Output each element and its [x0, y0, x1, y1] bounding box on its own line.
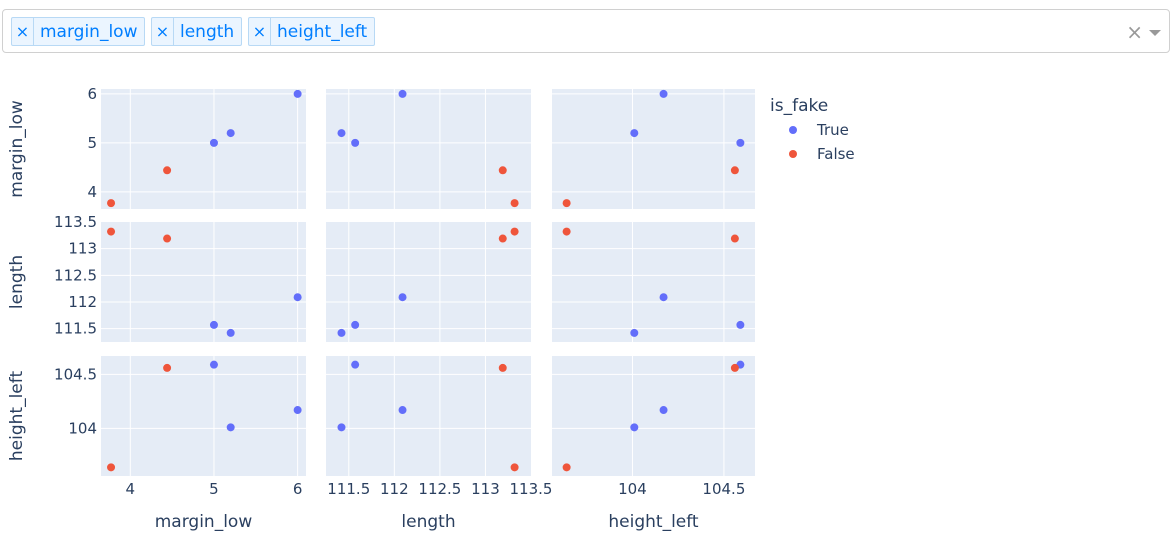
- y-tick-label: 6: [87, 85, 97, 103]
- data-point-true: [209, 360, 218, 369]
- data-point-true: [293, 89, 302, 98]
- data-point-true: [226, 129, 235, 138]
- y-tick-label: 113: [68, 240, 97, 258]
- data-point-false: [510, 463, 519, 472]
- legend-title: is_fake: [770, 96, 828, 116]
- data-point-false: [498, 234, 507, 243]
- data-point-true: [398, 406, 407, 415]
- legend-marker-false: [789, 150, 797, 158]
- data-point-true: [659, 406, 668, 415]
- data-point-false: [107, 199, 116, 208]
- y-axis-title: length: [7, 255, 27, 309]
- x-axis-title: length: [401, 512, 455, 532]
- data-point-true: [209, 138, 218, 147]
- tag-label: margin_low: [40, 21, 138, 42]
- x-axis-title: height_left: [608, 512, 699, 532]
- tag-remove-height-left-icon[interactable]: ×: [249, 18, 271, 45]
- x-axis-title: margin_low: [155, 512, 253, 532]
- data-point-false: [510, 199, 519, 208]
- data-point-false: [562, 199, 571, 208]
- data-point-true: [351, 138, 360, 147]
- y-tick-label: 112.5: [54, 266, 97, 284]
- data-point-true: [293, 293, 302, 302]
- tag-label: height_left: [277, 21, 368, 42]
- data-point-true: [226, 423, 235, 432]
- y-axis-title: margin_low: [7, 100, 27, 198]
- y-axis-title: height_left: [7, 371, 27, 462]
- data-point-true: [630, 129, 639, 138]
- data-point-true: [351, 360, 360, 369]
- data-point-false: [498, 363, 507, 372]
- data-point-false: [163, 363, 172, 372]
- data-point-true: [398, 89, 407, 98]
- legend-entry-true: True: [816, 121, 849, 139]
- data-point-true: [630, 328, 639, 337]
- data-point-false: [730, 234, 739, 243]
- data-point-false: [107, 227, 116, 236]
- tag-height-left: × height_left: [248, 17, 376, 46]
- x-tick-label: 113.5: [510, 480, 553, 498]
- chevron-down-icon[interactable]: [1149, 30, 1161, 36]
- x-tick-label: 4: [126, 480, 136, 498]
- panel-margin_low-vs-margin_low: [101, 89, 306, 209]
- x-tick-label: 113: [471, 480, 500, 498]
- data-point-false: [107, 463, 116, 472]
- clear-all-icon[interactable]: ×: [1126, 20, 1143, 44]
- data-point-true: [630, 423, 639, 432]
- panel-margin_low-vs-height_left: [552, 89, 755, 209]
- panel-margin_low-vs-length: [326, 89, 531, 209]
- data-point-true: [659, 89, 668, 98]
- data-point-false: [730, 363, 739, 372]
- panel-length-vs-height_left: [552, 222, 755, 342]
- data-point-true: [337, 129, 346, 138]
- tag-remove-margin-low-icon[interactable]: ×: [12, 18, 34, 45]
- data-point-true: [293, 406, 302, 415]
- tag-margin-low: × margin_low: [11, 17, 146, 46]
- data-point-true: [337, 423, 346, 432]
- panel-length-vs-length: [326, 222, 531, 342]
- x-tick-label: 111.5: [327, 480, 370, 498]
- panel-height_left-vs-height_left: [552, 356, 755, 476]
- x-tick-label: 5: [209, 480, 219, 498]
- data-point-true: [398, 293, 407, 302]
- data-point-false: [562, 227, 571, 236]
- y-tick-label: 5: [87, 134, 97, 152]
- data-point-false: [730, 166, 739, 175]
- data-point-true: [351, 320, 360, 329]
- panel-height_left-vs-length: [326, 356, 531, 476]
- tag-remove-length-icon[interactable]: ×: [152, 18, 174, 45]
- data-point-true: [736, 320, 745, 329]
- data-point-true: [209, 320, 218, 329]
- y-tick-label: 104: [68, 419, 97, 437]
- x-tick-label: 112.5: [418, 480, 461, 498]
- y-tick-label: 111.5: [54, 320, 97, 338]
- y-tick-label: 104.5: [54, 365, 97, 383]
- data-point-true: [659, 293, 668, 302]
- data-point-false: [510, 227, 519, 236]
- x-tick-label: 112: [380, 480, 409, 498]
- legend-marker-true: [789, 126, 797, 134]
- y-tick-label: 113.5: [54, 213, 97, 231]
- tag-label: length: [180, 21, 235, 42]
- panel-length-vs-margin_low: [101, 222, 306, 342]
- x-tick-label: 104.5: [702, 480, 745, 498]
- data-point-true: [226, 328, 235, 337]
- data-point-false: [163, 166, 172, 175]
- y-tick-label: 4: [87, 183, 97, 201]
- panel-height_left-vs-margin_low: [101, 356, 306, 476]
- x-tick-label: 6: [293, 480, 303, 498]
- x-tick-label: 104: [618, 480, 647, 498]
- data-point-true: [337, 328, 346, 337]
- data-point-false: [498, 166, 507, 175]
- y-tick-label: 112: [68, 293, 97, 311]
- data-point-false: [562, 463, 571, 472]
- tag-length: × length: [151, 17, 243, 46]
- data-point-true: [736, 138, 745, 147]
- data-point-false: [163, 234, 172, 243]
- column-multiselect[interactable]: × margin_low × length × height_left ×: [2, 9, 1170, 53]
- legend-entry-false: False: [817, 145, 855, 163]
